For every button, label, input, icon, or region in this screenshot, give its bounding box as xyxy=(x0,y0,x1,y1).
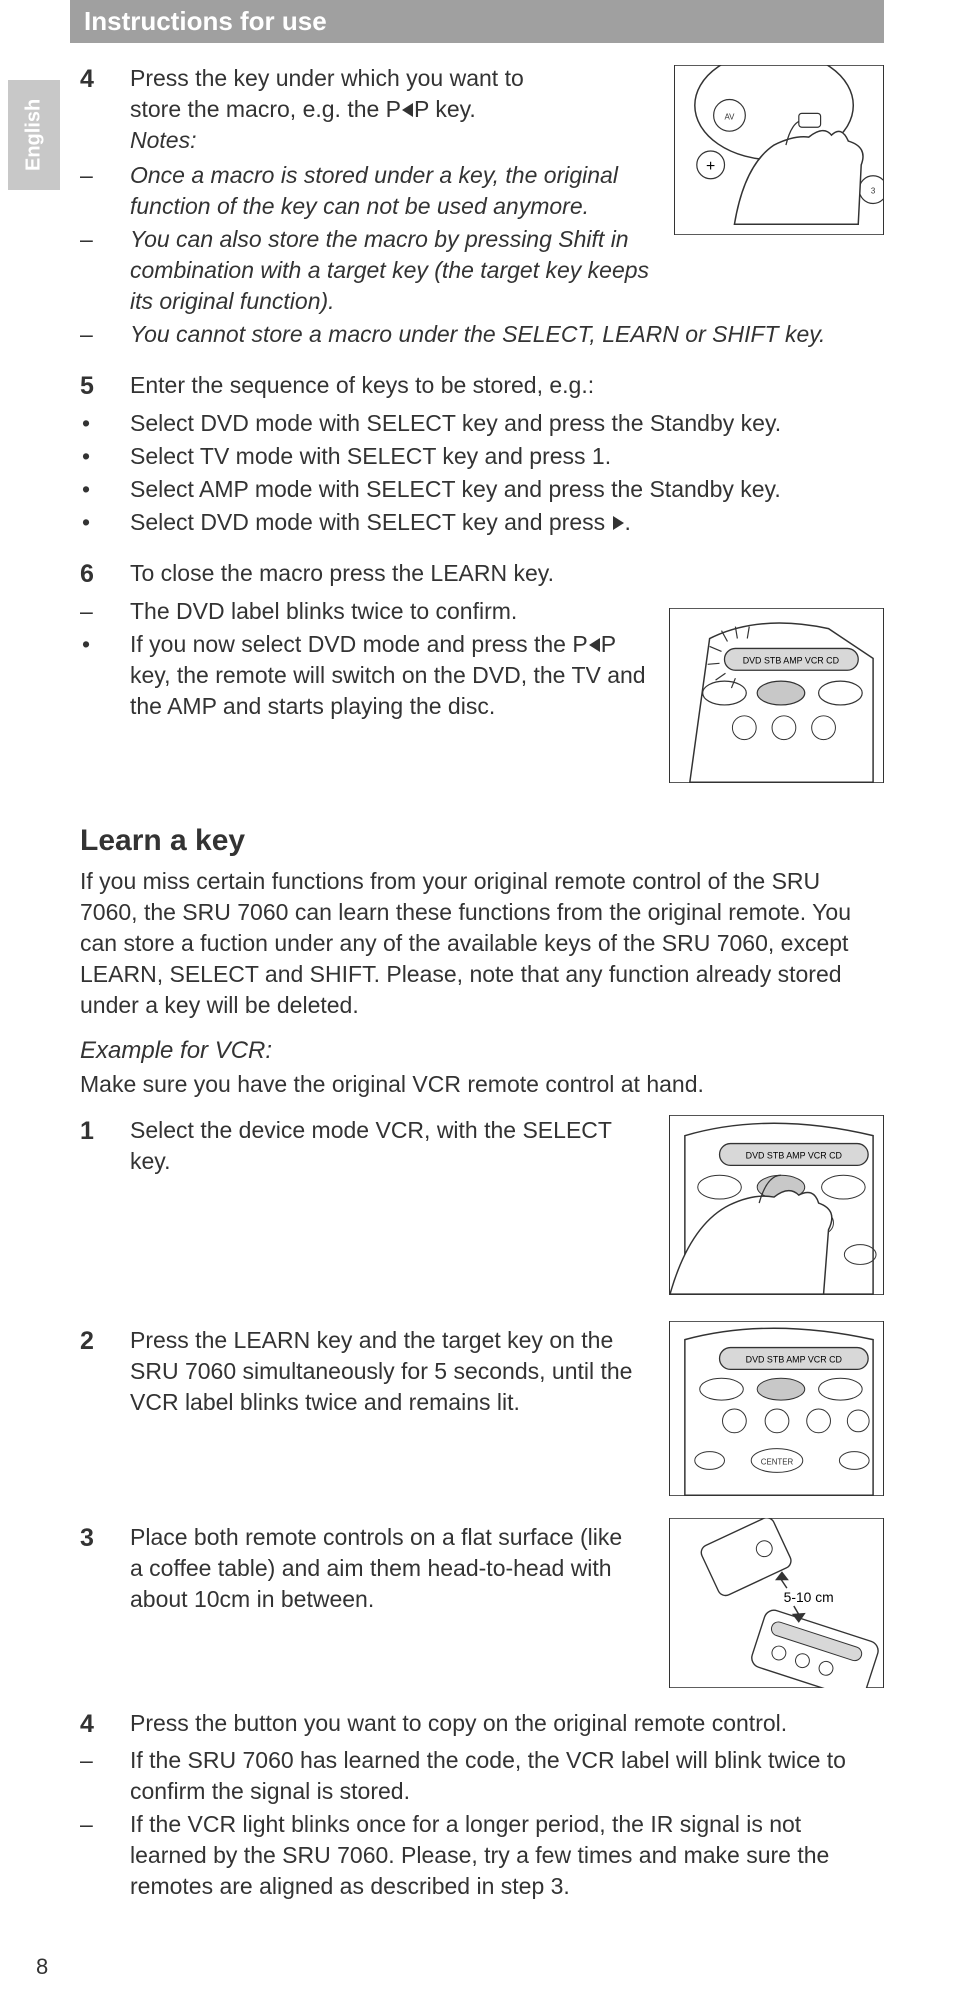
step-5-bullet-3: Select AMP mode with SELECT key and pres… xyxy=(130,474,781,505)
step-4-text: Press the key under which you want to st… xyxy=(130,63,662,125)
svg-text:+: + xyxy=(706,158,715,175)
learn-step-3-number: 3 xyxy=(80,1522,130,1615)
svg-text:5-10 cm: 5-10 cm xyxy=(784,1589,834,1605)
step-4-note-1: Once a macro is stored under a key, the … xyxy=(130,160,662,222)
dash-marker: – xyxy=(80,1809,130,1902)
learn-intro-paragraph: If you miss certain functions from your … xyxy=(80,866,884,1021)
learn-step-3-text: Place both remote controls on a flat sur… xyxy=(130,1522,640,1615)
learn-a-key-heading: Learn a key xyxy=(80,821,884,862)
page-number: 8 xyxy=(36,1954,48,1980)
svg-text:DVD STB AMP VCR CD: DVD STB AMP VCR CD xyxy=(743,656,839,666)
step-5-bullet-2: Select TV mode with SELECT key and press… xyxy=(130,441,611,472)
svg-text:DVD STB AMP VCR CD: DVD STB AMP VCR CD xyxy=(746,1150,842,1160)
bullet-marker: • xyxy=(80,629,130,722)
step-6-text: To close the macro press the LEARN key. xyxy=(130,558,657,592)
bullet-marker: • xyxy=(80,441,130,472)
dash-marker: – xyxy=(80,160,130,222)
figure-hand-press-key: AV 2 3 + xyxy=(674,65,884,235)
step-5-text: Enter the sequence of keys to be stored,… xyxy=(130,370,884,404)
step-4-note-2: You can also store the macro by pressing… xyxy=(130,224,662,317)
figure-dvd-label-blink: DVD STB AMP VCR CD xyxy=(669,608,884,783)
step-5-number: 5 xyxy=(80,370,130,404)
step-4-note-3: You cannot store a macro under the SELEC… xyxy=(130,319,825,350)
step-5-bullet-1: Select DVD mode with SELECT key and pres… xyxy=(130,408,781,439)
triangle-left-icon xyxy=(589,638,600,652)
step-5-bullet-4: Select DVD mode with SELECT key and pres… xyxy=(130,507,631,538)
dash-marker: – xyxy=(80,596,130,627)
figure-remotes-head-to-head: 5-10 cm xyxy=(669,1518,884,1688)
learn-step-4-text: Press the button you want to copy on the… xyxy=(130,1708,884,1742)
step-4-number: 4 xyxy=(80,63,130,156)
triangle-left-icon xyxy=(402,103,413,117)
bullet-marker: • xyxy=(80,474,130,505)
learn-step-2-number: 2 xyxy=(80,1325,130,1418)
learn-step-2-text: Press the LEARN key and the target key o… xyxy=(130,1325,657,1418)
notes-label: Notes: xyxy=(130,125,662,156)
bullet-marker: • xyxy=(80,408,130,439)
figure-press-learn-target: DVD STB AMP VCR CD CENTER xyxy=(669,1321,884,1496)
dash-marker: – xyxy=(80,1745,130,1807)
step-6-number: 6 xyxy=(80,558,130,592)
learn-step-4-number: 4 xyxy=(80,1708,130,1742)
dash-marker: – xyxy=(80,319,130,350)
figure-select-vcr: DVD STB AMP VCR CD xyxy=(669,1115,884,1295)
step-6-dash-1: The DVD label blinks twice to confirm. xyxy=(130,596,517,627)
example-instruction: Make sure you have the original VCR remo… xyxy=(80,1069,884,1100)
dash-marker: – xyxy=(80,224,130,317)
learn-step-4-dash-2: If the VCR light blinks once for a longe… xyxy=(130,1809,884,1902)
language-tab: English xyxy=(8,80,60,190)
learn-step-1-number: 1 xyxy=(80,1115,130,1177)
step-6-bullet-1: If you now select DVD mode and press the… xyxy=(130,629,657,722)
svg-text:CENTER: CENTER xyxy=(761,1457,794,1466)
example-for-vcr-label: Example for VCR: xyxy=(80,1035,884,1067)
svg-text:3: 3 xyxy=(871,187,876,196)
bullet-marker: • xyxy=(80,507,130,538)
learn-step-4-dash-1: If the SRU 7060 has learned the code, th… xyxy=(130,1745,884,1807)
svg-text:DVD STB AMP VCR CD: DVD STB AMP VCR CD xyxy=(746,1354,842,1364)
triangle-right-icon xyxy=(613,516,624,530)
page-header: Instructions for use xyxy=(70,0,884,43)
svg-text:AV: AV xyxy=(724,112,735,121)
learn-step-1-text: Select the device mode VCR, with the SEL… xyxy=(130,1115,640,1177)
